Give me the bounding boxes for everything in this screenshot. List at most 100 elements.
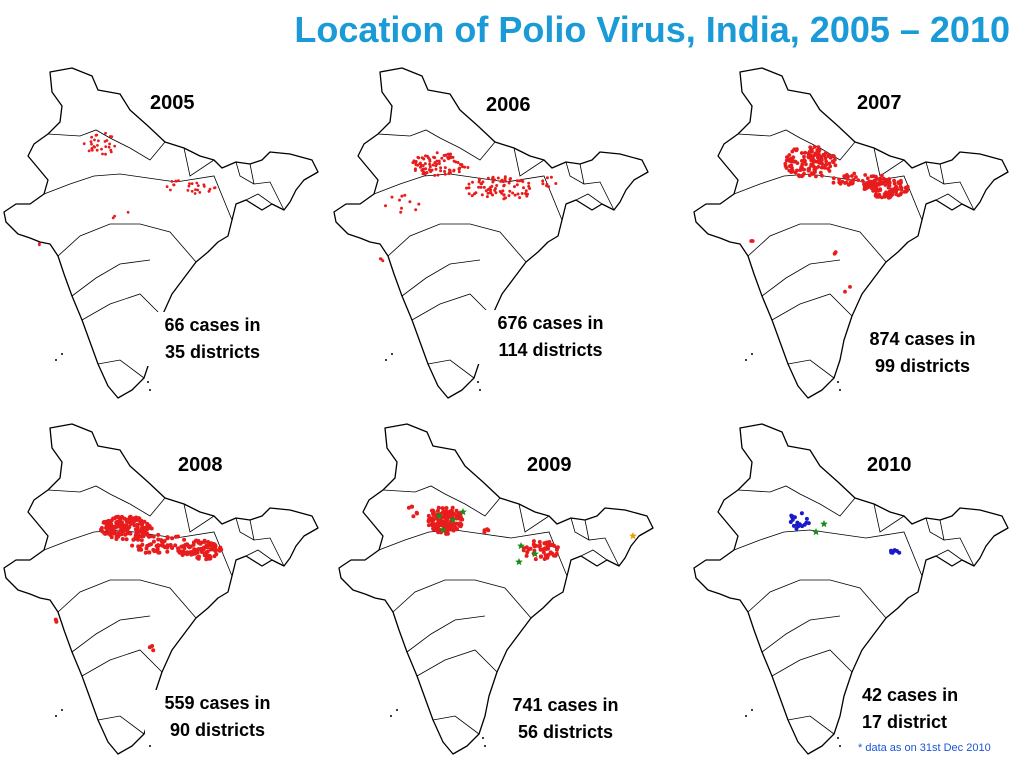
case-marker — [554, 182, 558, 185]
case-marker — [453, 526, 458, 531]
island-marker — [149, 389, 151, 391]
case-marker — [126, 210, 130, 214]
case-marker — [784, 158, 789, 163]
case-marker — [172, 183, 176, 187]
case-marker — [90, 135, 93, 139]
case-marker — [812, 145, 817, 149]
state-border — [584, 519, 620, 567]
case-marker — [542, 557, 547, 561]
case-marker — [507, 194, 511, 198]
case-marker — [406, 505, 411, 510]
case-marker — [140, 522, 145, 526]
state-border — [579, 163, 615, 211]
star-case-marker — [629, 532, 637, 540]
case-marker — [131, 537, 136, 542]
case-marker — [456, 161, 460, 164]
island-marker — [385, 359, 387, 361]
state-border — [737, 485, 821, 505]
india-map-2007 — [693, 67, 1009, 399]
case-marker — [503, 177, 507, 181]
case-marker — [450, 505, 455, 510]
case-marker — [417, 156, 421, 160]
case-marker — [537, 543, 542, 548]
case-marker — [200, 550, 204, 555]
case-marker — [806, 521, 811, 526]
case-marker — [458, 524, 463, 529]
case-marker — [488, 186, 492, 190]
case-marker — [817, 160, 821, 165]
case-marker — [416, 163, 420, 167]
case-marker — [207, 189, 211, 193]
case-marker — [486, 176, 490, 180]
case-marker — [538, 554, 543, 559]
case-marker — [92, 145, 96, 148]
case-marker — [545, 176, 549, 180]
star-case-marker — [820, 520, 828, 528]
case-marker — [532, 543, 537, 548]
case-marker — [818, 170, 823, 175]
case-marker — [165, 536, 170, 541]
case-marker — [156, 543, 161, 548]
case-marker — [524, 189, 528, 193]
case-marker — [852, 171, 857, 176]
case-marker — [499, 179, 503, 183]
case-marker — [860, 179, 865, 183]
case-marker — [467, 182, 471, 186]
case-marker — [193, 192, 197, 195]
case-marker — [449, 512, 454, 517]
state-border — [939, 163, 975, 211]
island-marker — [745, 359, 747, 361]
case-marker — [143, 550, 148, 555]
case-marker — [816, 151, 821, 156]
case-marker — [108, 532, 113, 537]
island-marker — [55, 715, 57, 717]
case-marker — [831, 176, 836, 181]
star-case-marker — [435, 512, 443, 520]
case-marker — [854, 175, 858, 179]
island-marker — [390, 715, 392, 717]
case-marker — [537, 540, 542, 544]
case-marker — [821, 152, 826, 157]
cases-summary: 42 cases in 17 district — [862, 682, 992, 736]
case-marker — [524, 545, 529, 550]
state-border — [477, 175, 563, 221]
case-marker — [435, 522, 440, 526]
state-border — [147, 531, 233, 577]
case-marker — [434, 164, 438, 168]
state-border — [873, 147, 905, 177]
case-marker — [99, 526, 104, 530]
case-marker — [53, 617, 58, 622]
case-marker — [848, 285, 852, 289]
case-marker — [884, 193, 889, 198]
state-border — [378, 529, 484, 551]
state-border — [580, 549, 608, 561]
case-marker — [439, 169, 443, 173]
case-marker — [179, 549, 184, 554]
state-border — [387, 223, 527, 263]
state-border — [81, 293, 163, 321]
case-marker — [151, 648, 156, 653]
case-marker — [524, 553, 529, 558]
case-marker — [430, 516, 435, 521]
case-marker — [801, 173, 805, 178]
case-marker — [428, 165, 432, 169]
case-marker — [191, 540, 196, 545]
state-border — [43, 529, 149, 551]
case-marker — [444, 506, 449, 510]
case-marker — [205, 545, 210, 550]
case-marker — [436, 173, 440, 177]
case-marker — [830, 159, 835, 164]
case-marker — [414, 160, 418, 163]
case-marker — [149, 542, 153, 547]
case-marker — [856, 178, 861, 182]
case-marker — [177, 179, 180, 182]
case-marker — [814, 174, 818, 179]
cases-count-text: 874 cases in — [869, 329, 976, 349]
case-marker — [515, 183, 519, 187]
cases-count-text: 559 cases in — [164, 693, 271, 713]
case-marker — [880, 173, 884, 178]
state-border — [771, 649, 853, 677]
case-marker — [515, 179, 519, 183]
case-marker — [123, 532, 128, 537]
case-marker — [493, 178, 497, 182]
